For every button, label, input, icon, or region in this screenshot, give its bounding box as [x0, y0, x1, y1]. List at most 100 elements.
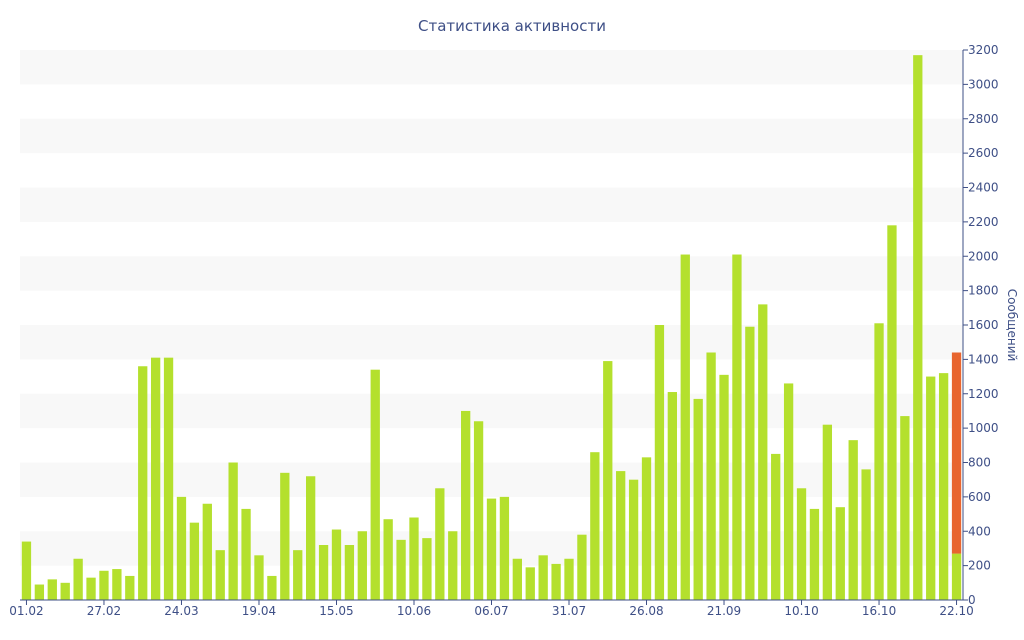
x-tick-label: 16.10 [862, 604, 896, 618]
bar [783, 383, 794, 600]
bar [499, 496, 510, 600]
bar [461, 410, 471, 600]
bar [21, 541, 32, 600]
x-tick-label: 27.02 [87, 604, 121, 618]
bar [448, 531, 458, 600]
bar [318, 545, 329, 600]
bar [848, 440, 858, 600]
bar [396, 539, 406, 600]
x-tick-label: 22.10 [939, 604, 973, 618]
bar [125, 575, 135, 600]
y-axis-label: Сообщений [1005, 289, 1019, 362]
bar [86, 577, 96, 600]
bar [473, 421, 484, 600]
bar [577, 534, 587, 600]
bar [951, 553, 962, 600]
y-tick-label: 3000 [968, 77, 999, 91]
bar [874, 323, 884, 600]
y-tick-label: 0 [968, 593, 976, 607]
bar [60, 582, 70, 600]
x-tick-label: 21.09 [707, 604, 741, 618]
x-tick-label: 31.07 [552, 604, 586, 618]
x-ticks: 01.02 27.02 24.03 19.04 15.05 10.06 06.07 31.07… [9, 600, 974, 618]
bar [486, 498, 497, 600]
bar [861, 469, 871, 600]
bar [771, 453, 781, 600]
bar [525, 567, 535, 600]
bar [112, 569, 122, 600]
grid-band [20, 256, 963, 291]
bar [680, 254, 690, 600]
bar [641, 457, 652, 600]
bar [34, 584, 45, 600]
grid-band [20, 393, 963, 429]
y-tick-label: 1400 [968, 352, 999, 366]
bar [926, 376, 936, 600]
bar [835, 507, 845, 600]
x-tick-label: 19.04 [242, 604, 276, 618]
y-tick-label: 1600 [968, 318, 999, 332]
bar [47, 579, 57, 600]
bar-highlight [951, 352, 962, 554]
bar [900, 416, 910, 600]
bar [938, 373, 949, 600]
x-tick-label: 24.03 [164, 604, 198, 618]
bar [809, 508, 820, 600]
x-tick-label: 01.02 [9, 604, 43, 618]
bar [280, 472, 290, 600]
y-ticks: 0 200 400 600 800 1000 1200 1400 1600 1800 2000 220… [963, 43, 999, 607]
y-tick-label: 2600 [968, 146, 999, 160]
bar [693, 398, 703, 600]
bar [202, 503, 212, 600]
bar [370, 369, 380, 600]
bar [603, 361, 613, 600]
bar [331, 529, 342, 600]
bar [99, 570, 109, 600]
bar [913, 55, 923, 600]
bar [163, 357, 174, 600]
grid-band [20, 187, 963, 222]
bar [73, 558, 83, 600]
bar [189, 522, 200, 600]
y-tick-label: 800 [968, 456, 991, 470]
bar [745, 326, 755, 600]
bar [138, 366, 148, 600]
grid-band [20, 50, 963, 85]
bar [667, 392, 677, 600]
chart-title: Статистика активности [418, 17, 606, 35]
bar [758, 304, 768, 600]
bar [422, 538, 432, 600]
y-tick-label: 200 [968, 559, 991, 573]
bar [732, 254, 742, 600]
grid-bands [20, 50, 963, 566]
bar [654, 325, 665, 600]
y-tick-label: 600 [968, 490, 991, 504]
y-tick-label: 2200 [968, 215, 999, 229]
bar [719, 374, 729, 600]
x-tick-label: 10.06 [397, 604, 431, 618]
bar [551, 563, 561, 600]
bar [512, 558, 522, 600]
bar [241, 508, 251, 600]
bar [176, 496, 187, 600]
x-tick-label: 15.05 [319, 604, 353, 618]
bar [538, 555, 548, 600]
grid-band [20, 462, 963, 497]
bar [409, 517, 419, 600]
bar [564, 558, 574, 600]
bars [21, 55, 962, 600]
bar [822, 424, 833, 600]
y-tick-label: 3200 [968, 43, 999, 57]
y-tick-label: 400 [968, 524, 991, 538]
bar [706, 352, 716, 600]
bar [628, 479, 639, 600]
bar [616, 471, 626, 600]
bar [887, 225, 897, 600]
y-tick-label: 1800 [968, 284, 999, 298]
bar [215, 550, 225, 600]
x-tick-label: 10.10 [784, 604, 818, 618]
y-tick-label: 2000 [968, 249, 999, 263]
y-tick-label: 2400 [968, 181, 999, 195]
x-tick-label: 06.07 [474, 604, 508, 618]
